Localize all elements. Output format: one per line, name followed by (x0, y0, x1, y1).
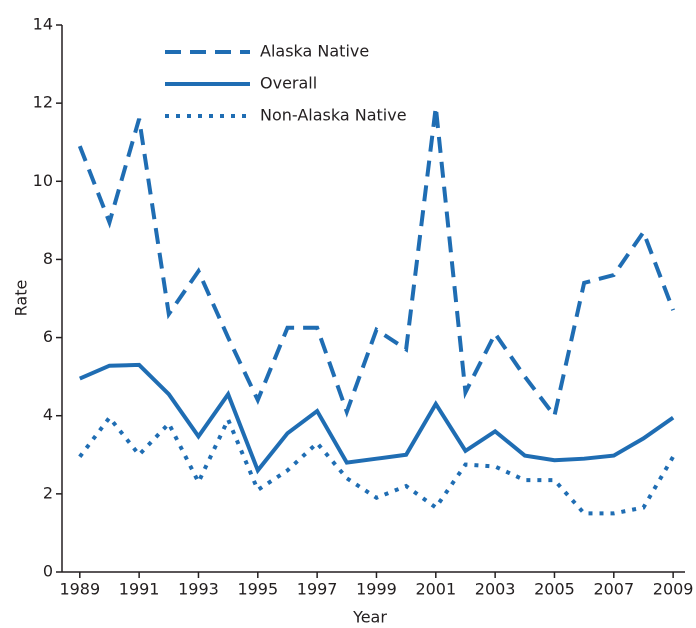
series-line (77, 106, 676, 421)
y-tick-label: 12 (33, 93, 53, 112)
y-tick-label: 6 (43, 327, 53, 346)
x-tick-label: 1999 (356, 580, 397, 599)
y-tick-label: 0 (43, 562, 53, 581)
x-tick-label: 1997 (297, 580, 338, 599)
y-axis-label: Rate (12, 280, 31, 317)
x-tick-label: 2007 (593, 580, 634, 599)
x-tick-label: 1989 (59, 580, 100, 599)
x-tick-label: 1991 (119, 580, 160, 599)
y-tick-label: 10 (33, 171, 53, 190)
x-tick-label: 1995 (237, 580, 278, 599)
legend-label: Non-Alaska Native (260, 106, 407, 125)
y-tick-label: 2 (43, 483, 53, 502)
x-tick-label: 2003 (475, 580, 516, 599)
x-tick-label: 2005 (534, 580, 575, 599)
x-tick-label: 2001 (415, 580, 456, 599)
series-line (78, 414, 675, 516)
x-axis-label: Year (352, 608, 387, 627)
legend-label: Overall (260, 74, 317, 93)
x-tick-label: 1993 (178, 580, 219, 599)
x-tick-label: 2009 (653, 580, 694, 599)
legend-label: Alaska Native (260, 42, 369, 61)
y-tick-label: 4 (43, 405, 53, 424)
series-line (79, 362, 675, 475)
y-tick-label: 8 (43, 249, 53, 268)
y-tick-label: 14 (33, 15, 53, 34)
